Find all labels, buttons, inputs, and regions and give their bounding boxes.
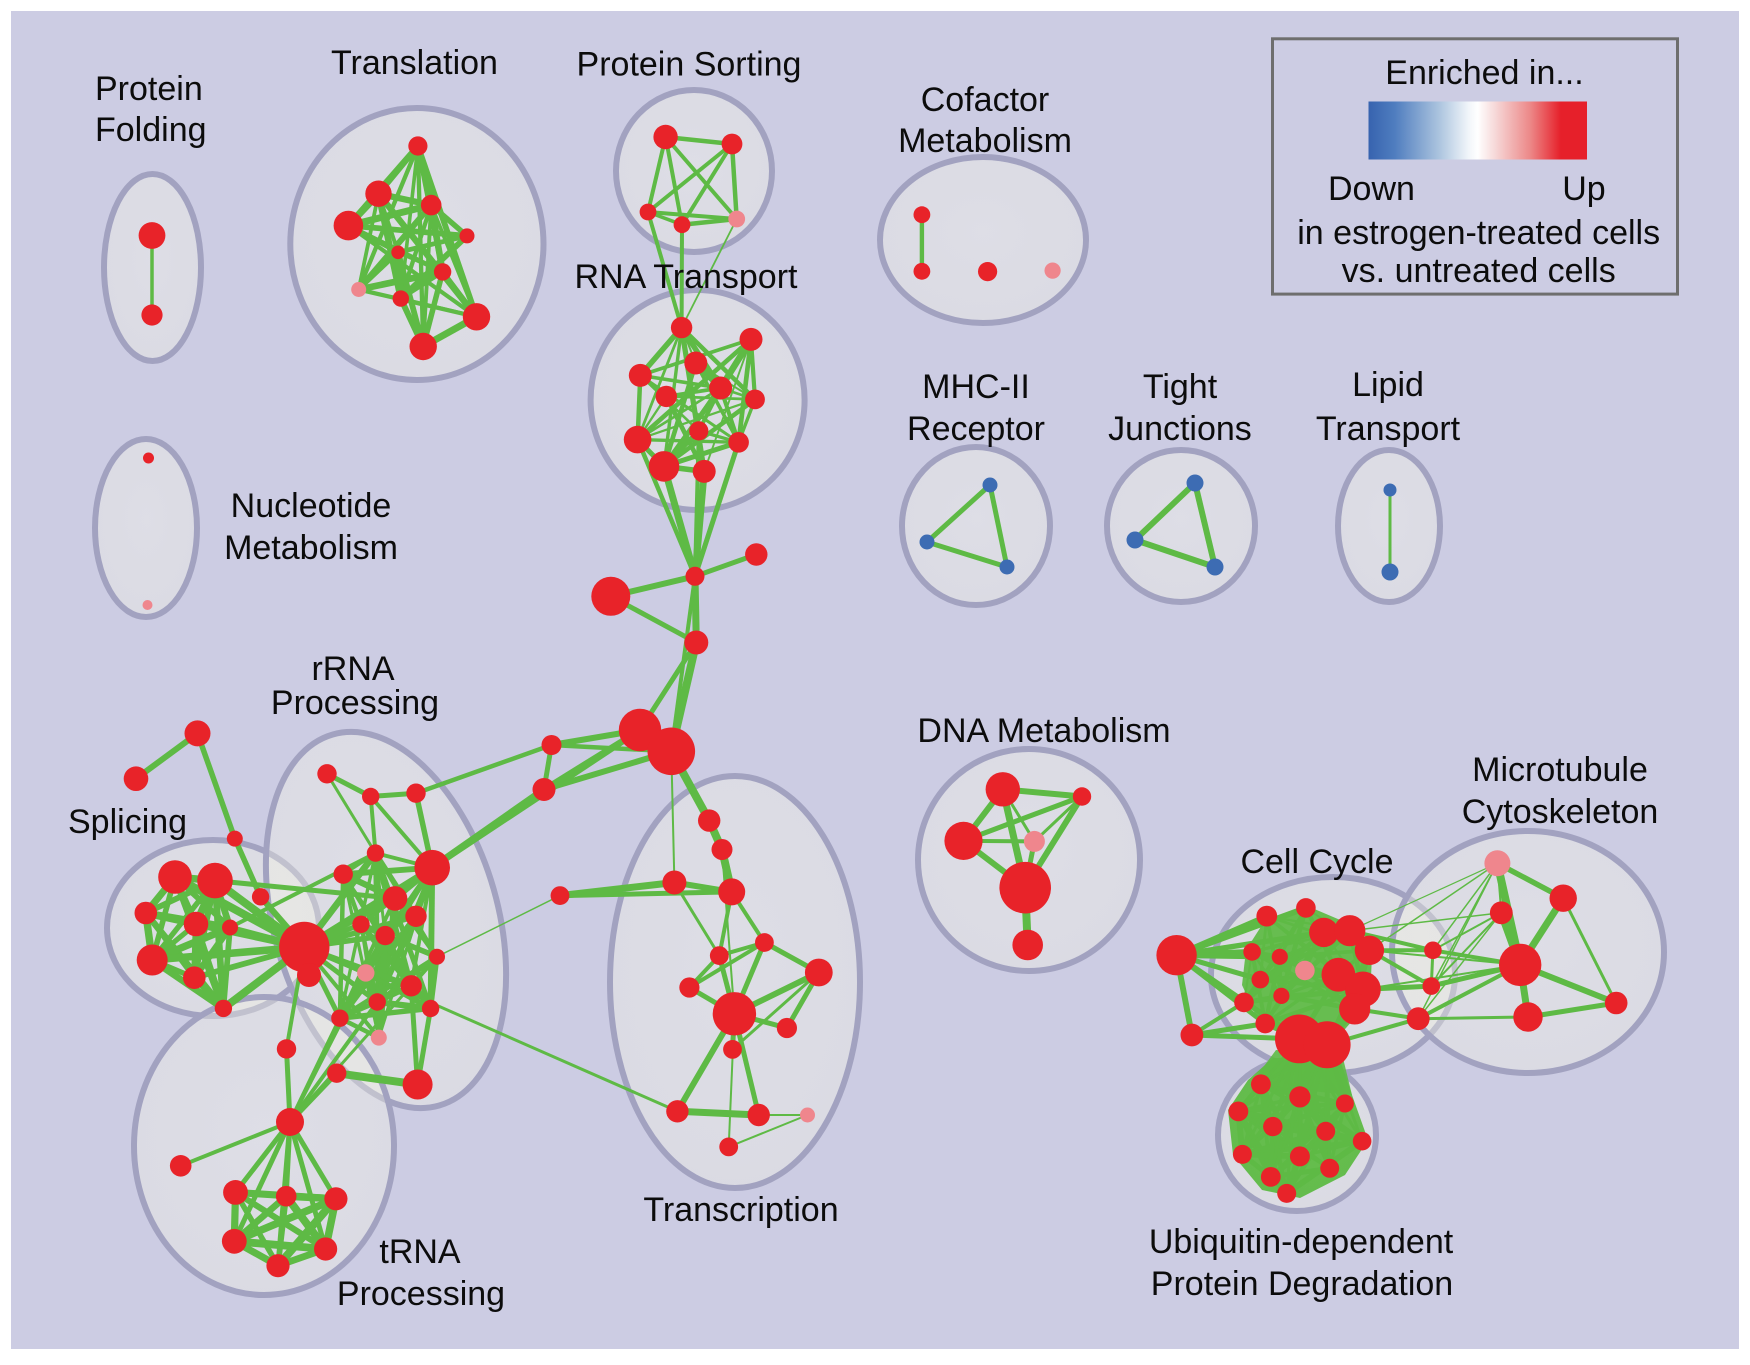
svg-text:Down: Down (1328, 170, 1415, 208)
svg-text:Folding: Folding (95, 111, 207, 149)
svg-text:Microtubule: Microtubule (1472, 751, 1648, 789)
svg-text:Splicing: Splicing (68, 803, 187, 841)
svg-text:Translation: Translation (331, 44, 498, 82)
svg-text:Nucleotide: Nucleotide (231, 487, 392, 525)
svg-text:in estrogen-treated cells: in estrogen-treated cells (1297, 214, 1660, 252)
svg-text:Protein Sorting: Protein Sorting (577, 46, 802, 84)
svg-text:Transcription: Transcription (643, 1191, 838, 1229)
svg-text:Junctions: Junctions (1108, 410, 1252, 448)
svg-text:Up: Up (1562, 170, 1605, 208)
svg-text:Cytoskeleton: Cytoskeleton (1462, 793, 1659, 831)
svg-text:DNA Metabolism: DNA Metabolism (917, 712, 1170, 750)
svg-text:Protein: Protein (95, 70, 203, 108)
svg-text:Cell Cycle: Cell Cycle (1240, 843, 1393, 881)
svg-text:Lipid: Lipid (1352, 366, 1424, 404)
svg-text:Metabolism: Metabolism (898, 122, 1072, 160)
svg-text:Cofactor: Cofactor (921, 81, 1050, 119)
svg-text:Metabolism: Metabolism (224, 529, 398, 567)
svg-text:Protein Degradation: Protein Degradation (1151, 1265, 1453, 1303)
svg-text:rRNA: rRNA (311, 650, 394, 688)
svg-text:Enriched in...: Enriched in... (1385, 54, 1583, 92)
svg-text:tRNA: tRNA (379, 1233, 461, 1271)
svg-text:Receptor: Receptor (907, 410, 1045, 448)
svg-text:MHC-II: MHC-II (922, 368, 1030, 406)
svg-text:Tight: Tight (1143, 368, 1218, 406)
svg-text:Processing: Processing (337, 1275, 505, 1313)
svg-text:vs. untreated cells: vs. untreated cells (1342, 252, 1616, 290)
svg-text:Processing: Processing (271, 684, 439, 722)
svg-text:Ubiquitin-dependent: Ubiquitin-dependent (1149, 1223, 1454, 1261)
svg-text:RNA Transport: RNA Transport (575, 258, 799, 296)
svg-text:Transport: Transport (1316, 410, 1461, 448)
